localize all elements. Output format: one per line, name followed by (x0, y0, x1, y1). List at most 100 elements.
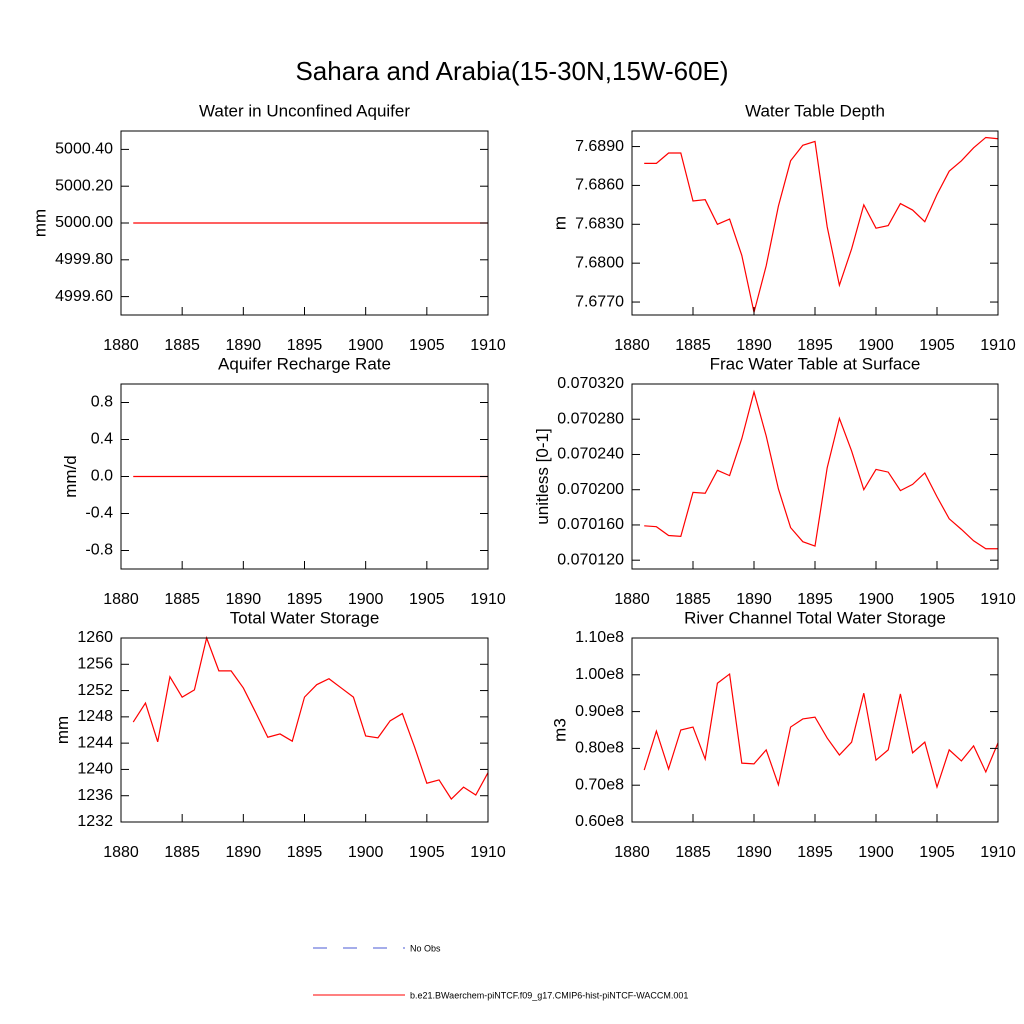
y-axis-label: mm/d (61, 455, 80, 498)
panel-title: River Channel Total Water Storage (684, 608, 946, 627)
y-tick-label: 1248 (77, 708, 113, 725)
x-tick-label: 1890 (226, 844, 262, 861)
x-tick-label: 1890 (736, 337, 772, 354)
y-tick-label: 0.60e8 (575, 813, 624, 830)
x-tick-label: 1895 (797, 337, 833, 354)
x-tick-label: 1890 (736, 591, 772, 608)
x-tick-label: 1910 (980, 844, 1016, 861)
x-tick-label: 1885 (675, 844, 711, 861)
x-tick-label: 1890 (736, 844, 772, 861)
x-tick-label: 1900 (858, 591, 894, 608)
panel: Total Water Storage 1232 1236 1240 1244 1248 1… (53, 608, 506, 861)
y-tick-label: 0.070280 (557, 410, 624, 427)
y-tick-label: 5000.20 (55, 177, 113, 194)
x-tick-label: 1895 (287, 337, 323, 354)
y-axis-label: mm (31, 209, 50, 237)
y-tick-label: 7.6830 (575, 216, 624, 233)
y-tick-label: 5000.00 (55, 214, 113, 231)
x-tick-label: 1900 (348, 844, 384, 861)
x-tick-label: 1895 (287, 844, 323, 861)
x-tick-label: 1900 (348, 337, 384, 354)
y-tick-label: 0.070160 (557, 516, 624, 533)
y-tick-label: 7.6860 (575, 177, 624, 194)
legend-label: No Obs (410, 943, 441, 953)
y-tick-label: 1232 (77, 813, 113, 830)
y-axis-label: m (551, 216, 570, 230)
x-tick-label: 1885 (675, 337, 711, 354)
x-tick-label: 1910 (980, 591, 1016, 608)
y-tick-label: 0.8 (91, 394, 113, 411)
y-axis-label: unitless [0-1] (533, 428, 552, 524)
y-tick-label: 1236 (77, 787, 113, 804)
figure-title: Sahara and Arabia(15-30N,15W-60E) (295, 56, 728, 86)
y-axis-label: mm (53, 716, 72, 744)
y-tick-label: 1260 (77, 629, 113, 646)
x-tick-label: 1910 (470, 337, 506, 354)
x-tick-label: 1900 (858, 844, 894, 861)
x-tick-label: 1895 (797, 844, 833, 861)
panel: Frac Water Table at Surface 0.070120 0.070… (533, 354, 1016, 608)
legend: No Obs b.e21.BWaerchem-piNTCF.f09_g17.CMI… (313, 943, 688, 1000)
x-tick-label: 1900 (858, 337, 894, 354)
y-tick-label: 1.00e8 (575, 666, 624, 683)
x-tick-label: 1905 (919, 844, 955, 861)
x-tick-label: 1910 (470, 844, 506, 861)
y-tick-label: 0.80e8 (575, 740, 624, 757)
x-tick-label: 1905 (919, 591, 955, 608)
x-tick-label: 1910 (980, 337, 1016, 354)
panel-title: Aquifer Recharge Rate (218, 354, 391, 373)
panel-title: Water Table Depth (745, 101, 885, 120)
y-tick-label: 0.70e8 (575, 776, 624, 793)
panel: Aquifer Recharge Rate -0.8 -0.4 0.0 0.4 0.8 18… (61, 354, 506, 608)
panel: Water in Unconfined Aquifer 4999.60 4999.8… (31, 101, 506, 354)
x-tick-label: 1910 (470, 591, 506, 608)
x-tick-label: 1880 (614, 844, 650, 861)
x-tick-label: 1885 (675, 591, 711, 608)
x-tick-label: 1885 (164, 591, 200, 608)
y-tick-label: 4999.80 (55, 251, 113, 268)
data-line (643, 672, 999, 790)
panel-title: Frac Water Table at Surface (710, 354, 921, 373)
y-tick-label: 0.90e8 (575, 703, 624, 720)
y-tick-label: 7.6800 (575, 254, 624, 271)
panel-title: Total Water Storage (230, 608, 380, 627)
legend-label: b.e21.BWaerchem-piNTCF.f09_g17.CMIP6-his… (410, 990, 688, 1000)
panel: Water Table Depth 7.6770 7.6800 7.6830 7.686… (551, 101, 1016, 354)
x-tick-label: 1895 (797, 591, 833, 608)
y-tick-label: 0.070200 (557, 481, 624, 498)
x-tick-label: 1905 (919, 337, 955, 354)
x-tick-label: 1880 (614, 591, 650, 608)
x-tick-label: 1905 (409, 591, 445, 608)
y-tick-label: 4999.60 (55, 288, 113, 305)
y-tick-label: -0.4 (85, 505, 113, 522)
y-tick-label: 7.6770 (575, 293, 624, 310)
x-tick-label: 1890 (226, 591, 262, 608)
y-tick-label: 1.10e8 (575, 629, 624, 646)
x-tick-label: 1880 (103, 844, 139, 861)
data-line (644, 136, 999, 313)
panel-title: Water in Unconfined Aquifer (199, 101, 410, 120)
y-tick-label: 0.4 (91, 431, 113, 448)
y-tick-label: -0.8 (85, 542, 113, 559)
x-tick-label: 1880 (614, 337, 650, 354)
x-tick-label: 1895 (287, 591, 323, 608)
data-line (644, 389, 998, 550)
x-tick-label: 1890 (226, 337, 262, 354)
y-tick-label: 1252 (77, 682, 113, 699)
y-tick-label: 5000.40 (55, 141, 113, 158)
y-tick-label: 7.6890 (575, 138, 624, 155)
x-tick-label: 1905 (409, 844, 445, 861)
x-tick-label: 1880 (103, 591, 139, 608)
data-line (132, 635, 489, 800)
y-tick-label: 0.070320 (557, 375, 624, 392)
y-tick-label: 0.070240 (557, 446, 624, 463)
y-tick-label: 0.0 (91, 468, 113, 485)
y-tick-label: 0.070120 (557, 551, 624, 568)
x-tick-label: 1880 (103, 337, 139, 354)
y-tick-label: 1256 (77, 656, 113, 673)
x-tick-label: 1905 (409, 337, 445, 354)
x-tick-label: 1885 (164, 337, 200, 354)
y-axis-label: m3 (551, 718, 570, 742)
